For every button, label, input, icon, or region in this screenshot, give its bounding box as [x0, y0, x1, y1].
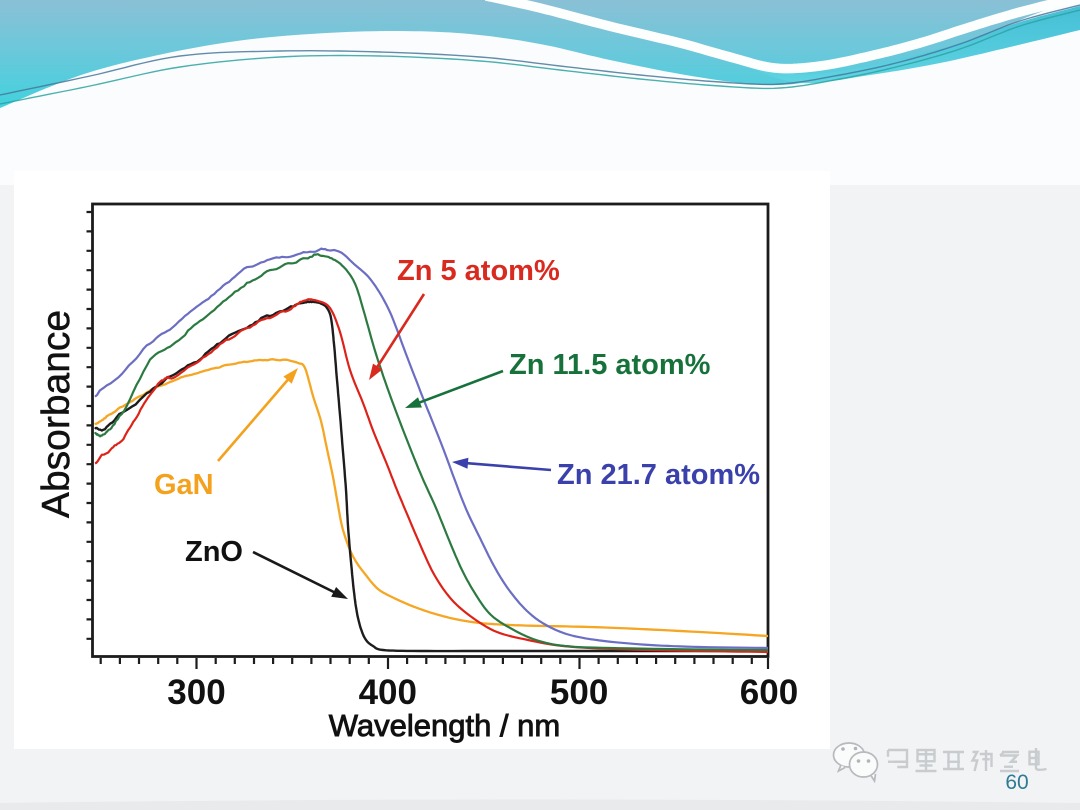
svg-text:ZnO: ZnO — [185, 536, 243, 568]
svg-text:Zn 21.7 atom%: Zn 21.7 atom% — [557, 459, 760, 491]
svg-text:Zn 5 atom%: Zn 5 atom% — [397, 255, 560, 287]
svg-text:GaN: GaN — [154, 469, 214, 501]
svg-text:500: 500 — [550, 673, 608, 712]
svg-text:Wavelength / nm: Wavelength / nm — [329, 708, 560, 743]
svg-text:Zn 11.5 atom%: Zn 11.5 atom% — [509, 349, 711, 381]
svg-text:60: 60 — [1005, 771, 1028, 794]
svg-text:Absorbance: Absorbance — [35, 310, 78, 518]
svg-text:300: 300 — [167, 673, 225, 712]
svg-text:600: 600 — [740, 673, 798, 712]
svg-text:400: 400 — [359, 673, 417, 712]
